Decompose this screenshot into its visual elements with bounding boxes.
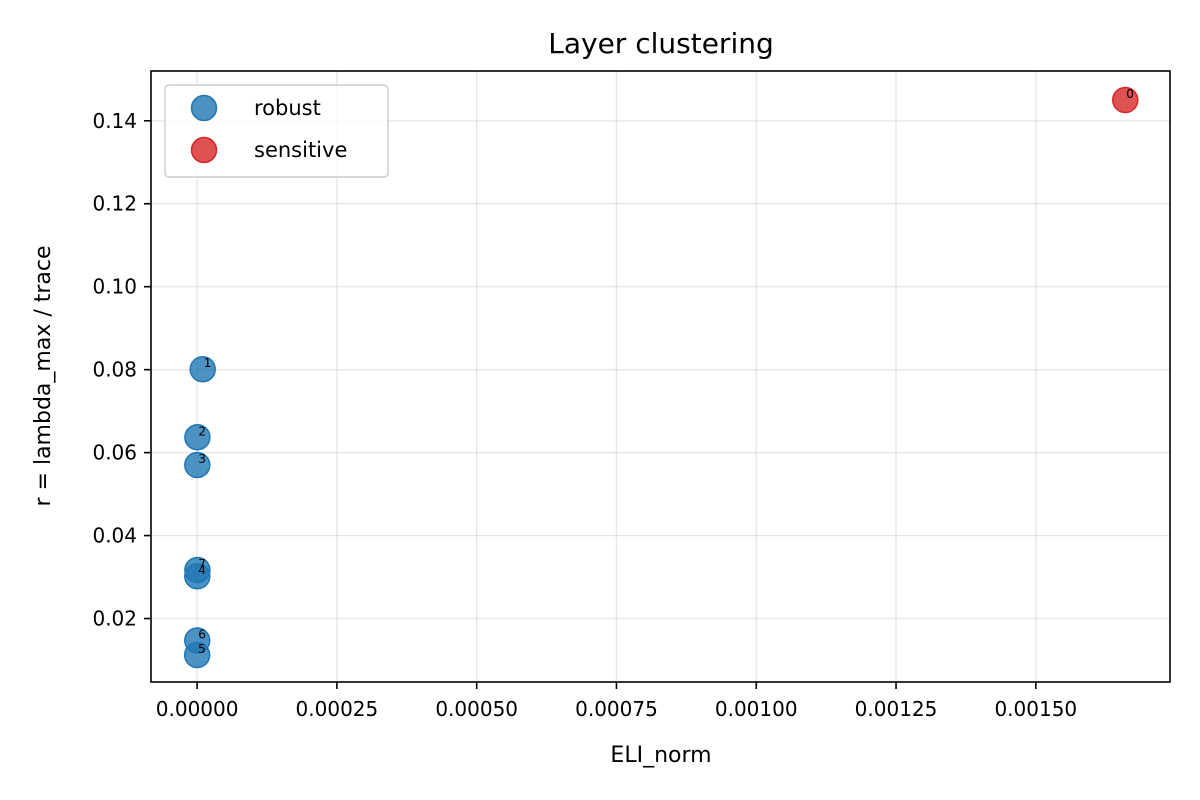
sensitive-point: [1112, 86, 1139, 114]
y-axis-ticks: 0.02 0.04 0.06 0.08 0.10 0.12 0.14: [92, 109, 151, 631]
y-tick-label: 0.12: [92, 192, 137, 216]
y-tick-label: 0.10: [92, 275, 137, 299]
point-label: 0: [1126, 87, 1134, 101]
point-label: 4: [198, 563, 206, 577]
point-label: 1: [204, 356, 212, 370]
x-tick-label: 0.00000: [156, 697, 239, 721]
x-axis-label: ELI_norm: [610, 743, 711, 768]
legend-box: [164, 84, 389, 178]
y-tick-label: 0.08: [92, 358, 137, 382]
point-label: 6: [198, 628, 206, 642]
robust-point: [184, 424, 211, 451]
y-tick-label: 0.04: [92, 524, 137, 548]
x-tick-label: 0.00050: [435, 697, 518, 721]
y-tick-label: 0.14: [92, 109, 137, 133]
point-label: 3: [198, 452, 206, 466]
y-tick-label: 0.02: [92, 607, 137, 631]
x-tick-label: 0.00125: [855, 697, 938, 721]
point-label: 7: [198, 557, 206, 571]
legend-marker-sensitive: [190, 136, 218, 164]
robust-point: [189, 355, 216, 383]
x-tick-label: 0.00075: [575, 697, 658, 721]
legend-label-robust: robust: [254, 96, 321, 120]
x-tick-label: 0.00100: [715, 697, 798, 721]
chart-title: Layer clustering: [548, 27, 774, 60]
point-label: 5: [198, 642, 206, 656]
grid-lines: [151, 71, 1170, 682]
robust-point: [184, 451, 211, 479]
x-axis-ticks: 0.00000 0.00025 0.00050 0.00075 0.00100 0.001…: [156, 682, 1077, 721]
x-tick-label: 0.00025: [296, 697, 379, 721]
legend-label-sensitive: sensitive: [254, 138, 347, 162]
y-axis-label: r = lambda_max / trace: [31, 245, 56, 506]
x-tick-label: 0.00150: [994, 697, 1077, 721]
point-label: 2: [198, 424, 206, 438]
plot-frame: [150, 70, 1171, 683]
y-tick-label: 0.06: [92, 441, 137, 465]
point-labels: 1 2 3 74 65 0: [198, 87, 1134, 656]
robust-point: [184, 562, 211, 590]
robust-point: [183, 641, 211, 669]
data-points: [183, 86, 1139, 669]
legend: robust sensitive: [164, 84, 389, 178]
legend-marker-robust: [190, 94, 218, 122]
